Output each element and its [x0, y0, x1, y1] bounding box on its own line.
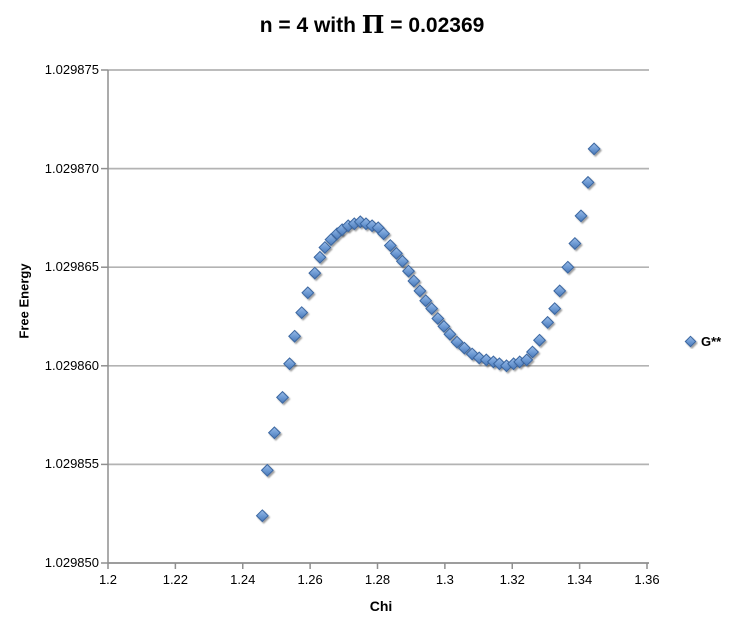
data-point-marker[interactable] — [318, 240, 332, 255]
data-point-marker[interactable] — [532, 333, 547, 347]
x-tick-label: 1.34 — [566, 572, 593, 587]
data-point-marker[interactable] — [275, 390, 290, 404]
y-tick-label: 1.029865 — [44, 259, 99, 275]
data-point-marker[interactable] — [407, 274, 421, 288]
data-point-marker[interactable] — [401, 264, 416, 278]
data-point-marker[interactable] — [437, 319, 451, 333]
data-point-marker[interactable] — [395, 254, 409, 268]
data-point-marker[interactable] — [541, 315, 555, 329]
data-point-marker[interactable] — [288, 329, 302, 343]
data-point-marker[interactable] — [389, 246, 403, 260]
x-tick-label: 1.28 — [364, 572, 391, 587]
data-point-marker[interactable] — [425, 302, 439, 316]
chart-title: n = 4 with Π = 0.02369 — [0, 9, 744, 39]
data-point-marker[interactable] — [561, 260, 575, 274]
data-point-marker[interactable] — [587, 142, 601, 156]
x-tick-label: 1.24 — [230, 572, 256, 587]
x-tick-label: 1.26 — [297, 572, 323, 587]
data-point-marker[interactable] — [313, 250, 327, 264]
x-tick-label: 1.32 — [499, 572, 525, 587]
y-tick-label: 1.029855 — [44, 456, 99, 472]
data-point-marker[interactable] — [383, 238, 397, 253]
data-point-marker[interactable] — [581, 175, 595, 189]
data-point-marker[interactable] — [377, 227, 391, 241]
data-point-marker[interactable] — [301, 286, 315, 300]
legend-label: G** — [701, 333, 722, 349]
data-point-marker[interactable] — [308, 266, 322, 280]
x-tick-label: 1.2 — [98, 572, 118, 587]
y-tick-label: 1.029870 — [44, 160, 99, 176]
data-point-marker[interactable] — [553, 284, 567, 298]
data-point-marker[interactable] — [413, 284, 427, 298]
data-point-marker[interactable] — [568, 236, 582, 251]
chart-title-prefix: n = 4 with — [259, 14, 362, 37]
data-point-marker[interactable] — [525, 345, 540, 359]
x-tick-label: 1.22 — [162, 572, 189, 587]
data-point-marker[interactable] — [260, 463, 274, 477]
data-point-marker[interactable] — [295, 306, 309, 320]
legend[interactable]: G** — [683, 332, 721, 350]
data-point-marker[interactable] — [574, 209, 588, 223]
chart-title-suffix: = 0.02369 — [384, 14, 485, 37]
y-tick-label: 1.029850 — [44, 555, 99, 570]
data-point-marker[interactable] — [520, 353, 534, 367]
y-tick-label: 1.029860 — [44, 357, 99, 373]
data-point-marker[interactable] — [457, 341, 471, 355]
data-point-marker[interactable] — [443, 327, 457, 341]
data-point-marker[interactable] — [283, 357, 297, 371]
x-axis-title: Chi — [369, 598, 393, 614]
y-tick-label: 1.029875 — [44, 62, 99, 77]
data-point-marker[interactable] — [255, 509, 269, 523]
pi-symbol: Π — [361, 10, 385, 39]
data-point-marker[interactable] — [419, 294, 433, 308]
data-point-marker[interactable] — [267, 426, 281, 440]
data-point-marker[interactable] — [450, 335, 464, 349]
data-point-marker[interactable] — [548, 302, 562, 316]
legend-marker-diamond-icon[interactable] — [683, 334, 698, 349]
data-point-marker[interactable] — [431, 311, 445, 326]
x-tick-label: 1.3 — [435, 572, 454, 587]
x-tick-label: 1.36 — [634, 572, 660, 587]
